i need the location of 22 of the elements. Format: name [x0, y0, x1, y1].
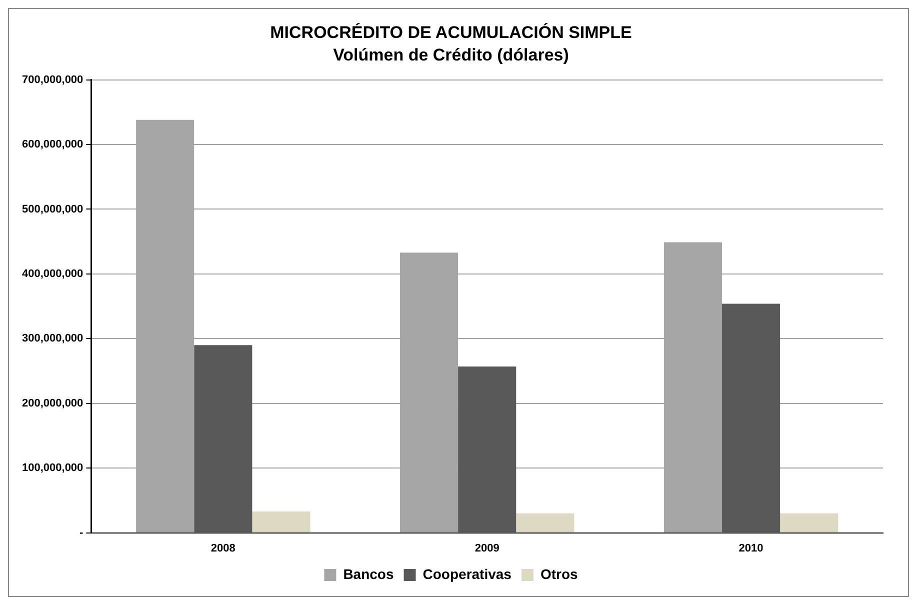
y-tick-label: 200,000,000 [22, 397, 84, 410]
y-tick-label: - [80, 526, 84, 539]
bar [458, 366, 516, 532]
bar [722, 304, 780, 532]
legend-label: Otros [540, 566, 578, 582]
y-tick-label: 600,000,000 [22, 138, 84, 151]
bar [780, 513, 838, 532]
y-tick-label: 500,000,000 [22, 203, 84, 216]
x-tick-label: 2009 [474, 542, 500, 554]
y-tick-label: 700,000,000 [22, 74, 84, 86]
y-tick-label: 400,000,000 [22, 268, 84, 280]
x-tick-label: 2010 [738, 542, 764, 554]
bar [516, 513, 574, 532]
legend-label: Cooperativas [422, 566, 512, 582]
chart-title: MICROCRÉDITO DE ACUMULACIÓN SIMPLE [270, 22, 632, 42]
chart-subtitle: Volúmen de Crédito (dólares) [333, 45, 569, 64]
y-tick-label: 100,000,000 [22, 462, 84, 474]
bar [194, 345, 252, 532]
x-tick-label: 2008 [210, 542, 236, 554]
bar [252, 511, 310, 532]
legend-label: Bancos [343, 566, 394, 582]
y-tick-label: 300,000,000 [22, 332, 84, 345]
